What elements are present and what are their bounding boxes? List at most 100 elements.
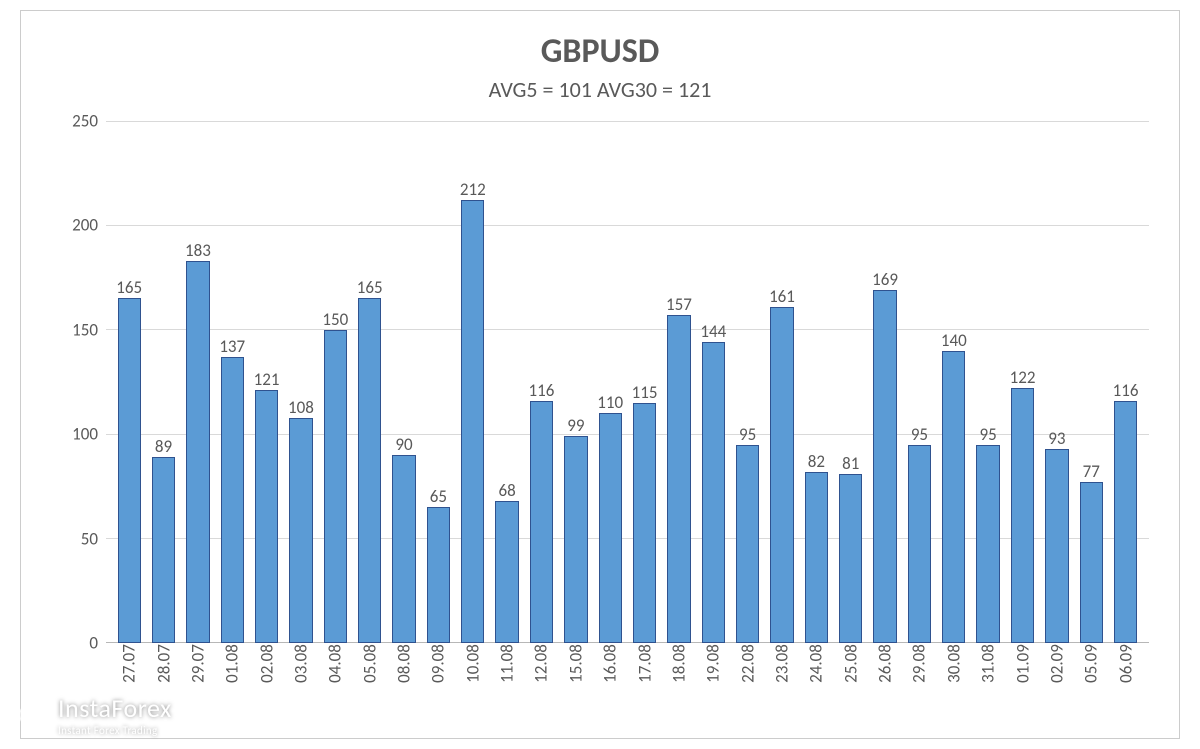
x-label-slot: 24.08 xyxy=(799,645,833,738)
x-label-slot: 10.08 xyxy=(456,645,490,738)
bar-value-label: 144 xyxy=(700,321,726,342)
bar-value-label: 68 xyxy=(499,480,516,501)
x-label-slot: 29.07 xyxy=(181,645,215,738)
x-label-slot: 15.08 xyxy=(559,645,593,738)
x-label-slot: 19.08 xyxy=(696,645,730,738)
bar: 157 xyxy=(667,315,690,643)
x-label-slot: 09.08 xyxy=(421,645,455,738)
instaforex-logo-icon xyxy=(18,699,50,731)
bar-slot: 81 xyxy=(834,121,868,643)
bar-value-label: 150 xyxy=(322,309,348,330)
x-label-slot: 02.09 xyxy=(1040,645,1074,738)
bar-slot: 122 xyxy=(1005,121,1039,643)
x-axis-labels: 27.0728.0729.0701.0802.0803.0804.0805.08… xyxy=(106,645,1149,738)
bar: 140 xyxy=(942,351,965,643)
bar: 90 xyxy=(392,455,415,643)
x-tick-label: 24.08 xyxy=(806,644,827,683)
x-label-slot: 04.08 xyxy=(318,645,352,738)
x-tick-label: 03.08 xyxy=(290,644,311,683)
x-tick-label: 23.08 xyxy=(772,644,793,683)
y-tick-label: 100 xyxy=(72,424,98,445)
bar: 108 xyxy=(289,418,312,644)
x-tick-label: 25.08 xyxy=(840,644,861,683)
x-label-slot: 05.08 xyxy=(353,645,387,738)
bar-slot: 68 xyxy=(490,121,524,643)
x-tick-label: 18.08 xyxy=(668,644,689,683)
x-tick-label: 10.08 xyxy=(462,644,483,683)
y-tick-label: 0 xyxy=(89,633,98,654)
x-tick-label: 29.08 xyxy=(909,644,930,683)
bar-slot: 65 xyxy=(421,121,455,643)
bar: 165 xyxy=(358,298,381,643)
x-label-slot: 08.08 xyxy=(387,645,421,738)
x-label-slot: 02.08 xyxy=(249,645,283,738)
x-tick-label: 02.09 xyxy=(1046,644,1067,683)
x-tick-label: 16.08 xyxy=(600,644,621,683)
x-label-slot: 25.08 xyxy=(834,645,868,738)
bar-value-label: 110 xyxy=(597,392,623,413)
x-label-slot: 23.08 xyxy=(765,645,799,738)
bar-slot: 115 xyxy=(627,121,661,643)
bar: 144 xyxy=(702,342,725,643)
chart-subtitle: AVG5 = 101 AVG30 = 121 xyxy=(21,72,1179,103)
x-tick-label: 31.08 xyxy=(978,644,999,683)
y-axis-labels: 050100150200250 xyxy=(21,121,104,643)
bar-value-label: 165 xyxy=(116,277,142,298)
x-tick-label: 19.08 xyxy=(703,644,724,683)
avg30-value: 121 xyxy=(678,76,711,103)
bar-slot: 116 xyxy=(524,121,558,643)
bar: 93 xyxy=(1045,449,1068,643)
bar-value-label: 161 xyxy=(769,286,795,307)
bar-slot: 165 xyxy=(353,121,387,643)
x-tick-label: 11.08 xyxy=(497,644,518,683)
bar-value-label: 99 xyxy=(567,415,584,436)
x-label-slot: 18.08 xyxy=(662,645,696,738)
bar-value-label: 81 xyxy=(842,453,859,474)
bar-slot: 95 xyxy=(902,121,936,643)
bar-value-label: 169 xyxy=(872,269,898,290)
bar: 115 xyxy=(633,403,656,643)
bar-slot: 144 xyxy=(696,121,730,643)
bar: 137 xyxy=(221,357,244,643)
x-tick-label: 27.07 xyxy=(119,644,140,683)
x-tick-label: 01.08 xyxy=(222,644,243,683)
bar-value-label: 212 xyxy=(460,179,486,200)
x-label-slot: 17.08 xyxy=(627,645,661,738)
bar-value-label: 116 xyxy=(529,380,555,401)
x-tick-label: 29.07 xyxy=(187,644,208,683)
bar-value-label: 183 xyxy=(185,240,211,261)
bar-value-label: 121 xyxy=(254,369,280,390)
bar-slot: 95 xyxy=(971,121,1005,643)
bar: 82 xyxy=(805,472,828,643)
bar-slot: 93 xyxy=(1040,121,1074,643)
bar: 77 xyxy=(1080,482,1103,643)
avg30-label: AVG30 = xyxy=(592,76,678,103)
x-tick-label: 15.08 xyxy=(565,644,586,683)
bar: 89 xyxy=(152,457,175,643)
bar: 183 xyxy=(186,261,209,643)
bar-value-label: 82 xyxy=(808,451,825,472)
bar-slot: 140 xyxy=(937,121,971,643)
bar: 116 xyxy=(530,401,553,643)
bar-value-label: 140 xyxy=(941,330,967,351)
bar-value-label: 95 xyxy=(739,424,756,445)
x-label-slot: 30.08 xyxy=(937,645,971,738)
watermark: InstaForex Instant Forex Trading xyxy=(18,692,172,737)
watermark-brand: InstaForex xyxy=(58,692,172,724)
x-tick-label: 30.08 xyxy=(943,644,964,683)
bar-slot: 212 xyxy=(456,121,490,643)
bar-slot: 82 xyxy=(799,121,833,643)
bar: 95 xyxy=(908,445,931,643)
bar-slot: 165 xyxy=(112,121,146,643)
bar-slot: 161 xyxy=(765,121,799,643)
bar: 169 xyxy=(873,290,896,643)
bar-value-label: 165 xyxy=(357,277,383,298)
bar-slot: 77 xyxy=(1074,121,1108,643)
x-tick-label: 02.08 xyxy=(256,644,277,683)
y-tick-label: 150 xyxy=(72,319,98,340)
x-label-slot: 16.08 xyxy=(593,645,627,738)
bar: 99 xyxy=(564,436,587,643)
x-tick-label: 01.09 xyxy=(1012,644,1033,683)
bar-slot: 90 xyxy=(387,121,421,643)
x-label-slot: 22.08 xyxy=(730,645,764,738)
